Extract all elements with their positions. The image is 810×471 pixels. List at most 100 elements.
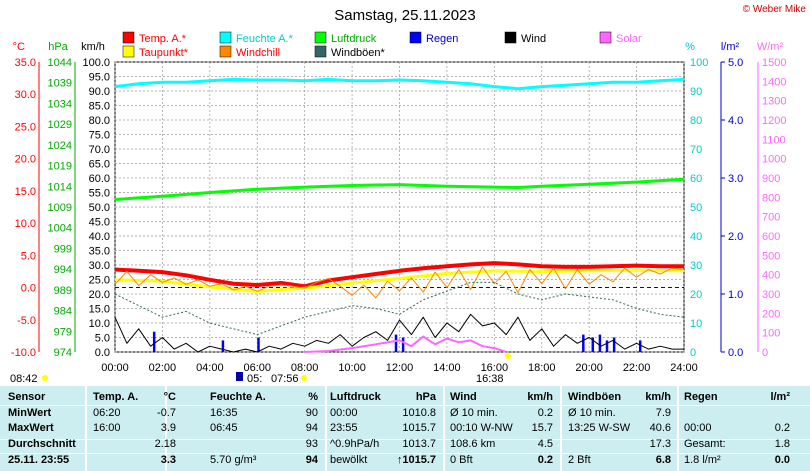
tick-rain_lm2: 1.0: [728, 289, 743, 301]
series-luftdruck: [114, 177, 685, 201]
tick-wind_kmh: 80.0: [89, 115, 110, 127]
x-tick-label: 08:00: [291, 362, 319, 374]
rain-bar: [152, 331, 156, 352]
tick-wind_kmh: 20.0: [89, 289, 110, 301]
tick-hum_pct: 30: [690, 260, 702, 272]
stats-cell: 94: [305, 454, 318, 466]
tick-solar_wm2: 400: [762, 270, 780, 282]
x-tick-label: 20:00: [575, 362, 603, 374]
stats-cell: 06:20: [93, 407, 121, 419]
stats-cell: l/m²: [770, 391, 790, 403]
stats-cell: ^0.9hPa/h: [330, 438, 380, 450]
stats-cell: Ø 10 min.: [568, 407, 616, 419]
series-wind: [114, 313, 684, 353]
stats-cell: 0.2: [774, 422, 790, 434]
stats-cell: Durchschnitt: [8, 438, 76, 450]
x-tick-label: 10:00: [338, 362, 366, 374]
tick-temp_c: 20.0: [15, 154, 36, 166]
stats-cell: Regen: [684, 391, 718, 403]
tick-rain_lm2: 4.0: [728, 115, 743, 127]
stats-cell: 93: [305, 438, 318, 450]
rain-bar: [605, 340, 609, 352]
stats-cell: Feuchte A.: [210, 391, 266, 403]
stats-cell: 15.7: [531, 422, 553, 434]
tick-temp_c: 10.0: [15, 218, 36, 230]
legend-label: Windchill: [236, 47, 280, 59]
axis-unit-solar_wm2: W/m²: [757, 41, 784, 53]
tick-wind_kmh: 100.0: [82, 57, 110, 69]
sun-icon: [42, 375, 48, 381]
x-tick-label: 02:00: [149, 362, 177, 374]
stats-cell: 5.70 g/m³: [210, 454, 257, 466]
stats-separator: [677, 386, 679, 471]
tick-solar_wm2: 1200: [762, 115, 786, 127]
stats-cell: MinWert: [8, 407, 52, 419]
tick-solar_wm2: 1500: [762, 57, 786, 69]
tick-press_hpa: 994: [54, 264, 72, 276]
tick-temp_c: 25.0: [15, 121, 36, 133]
stats-cell: 40.6: [649, 422, 671, 434]
tick-press_hpa: 1029: [48, 119, 72, 131]
tick-hum_pct: 100: [690, 57, 708, 69]
stats-cell: 00:10 W-NW: [450, 422, 513, 434]
tick-rain_lm2: 2.0: [728, 231, 743, 243]
stats-cell: Ø 10 min.: [450, 407, 498, 419]
tick-hum_pct: 0: [690, 347, 696, 359]
tick-wind_kmh: 25.0: [89, 275, 110, 287]
tick-temp_c: 35.0: [15, 57, 36, 69]
series-feuchte-a: [114, 77, 685, 91]
tick-press_hpa: 1024: [48, 140, 72, 152]
stats-cell: 25.11. 23:55: [8, 454, 70, 466]
stats-separator: [560, 386, 562, 471]
stats-cell: 2 Bft: [568, 454, 591, 466]
stats-cell: 17.3: [649, 438, 671, 450]
series-taupunkt: [114, 268, 685, 293]
stats-table: Sensor Temp. A. °C Feuchte A.% Luftdruck hPa W…: [0, 386, 810, 471]
stats-cell: %: [308, 391, 318, 403]
tick-solar_wm2: 700: [762, 212, 780, 224]
tick-press_hpa: 974: [54, 347, 72, 359]
x-tick-label: 18:00: [528, 362, 556, 374]
tick-solar_wm2: 1100: [762, 134, 786, 146]
legend-swatch: [122, 31, 135, 44]
x-tick-label: 14:00: [433, 362, 461, 374]
legend-swatch: [314, 31, 327, 44]
stats-cell: 1015.7: [402, 422, 436, 434]
legend-label: Temp. A.*: [139, 33, 187, 45]
stats-cell: 06:45: [210, 422, 238, 434]
stats-cell: 2.18: [154, 438, 176, 450]
tick-wind_kmh: 35.0: [89, 246, 110, 258]
series-windchill: [114, 266, 685, 299]
stats-row-separator: [0, 439, 810, 440]
rain-bar: [582, 334, 585, 352]
tick-press_hpa: 1004: [48, 223, 72, 235]
sunset-time: 16:38: [476, 373, 504, 385]
legend-swatch: [219, 31, 232, 44]
axis-unit-hum_pct: %: [685, 41, 695, 53]
tick-wind_kmh: 60.0: [89, 173, 110, 185]
stats-cell: °C: [163, 391, 176, 403]
tick-solar_wm2: 1400: [762, 76, 786, 88]
moonrise-time: 07:56: [271, 373, 299, 385]
tick-temp_c: 5.0: [21, 250, 36, 262]
rain-bar: [591, 337, 595, 352]
x-tick-label: 04:00: [196, 362, 224, 374]
stats-separator: [443, 386, 445, 471]
tick-press_hpa: 1019: [48, 161, 72, 173]
tick-press_hpa: 1009: [48, 202, 72, 214]
stats-cell: Wind: [450, 391, 477, 403]
tick-wind_kmh: 10.0: [89, 318, 110, 330]
tick-wind_kmh: 90.0: [89, 86, 110, 98]
stats-cell: 1.8 l/m²: [684, 454, 721, 466]
stats-separator: [165, 386, 167, 471]
stats-cell: 3.9: [160, 422, 176, 434]
stats-cell: 00:00: [684, 422, 712, 434]
rain-bar: [401, 337, 405, 352]
legend-label: Luftdruck: [331, 33, 377, 45]
legend-label: Regen: [426, 33, 458, 45]
stats-cell: 16:00: [93, 422, 121, 434]
stats-cell: Gesamt:: [684, 438, 726, 450]
moonrise-prefix: 05:: [247, 373, 262, 385]
stats-cell: km/h: [527, 391, 553, 403]
tick-press_hpa: 1034: [48, 98, 72, 110]
